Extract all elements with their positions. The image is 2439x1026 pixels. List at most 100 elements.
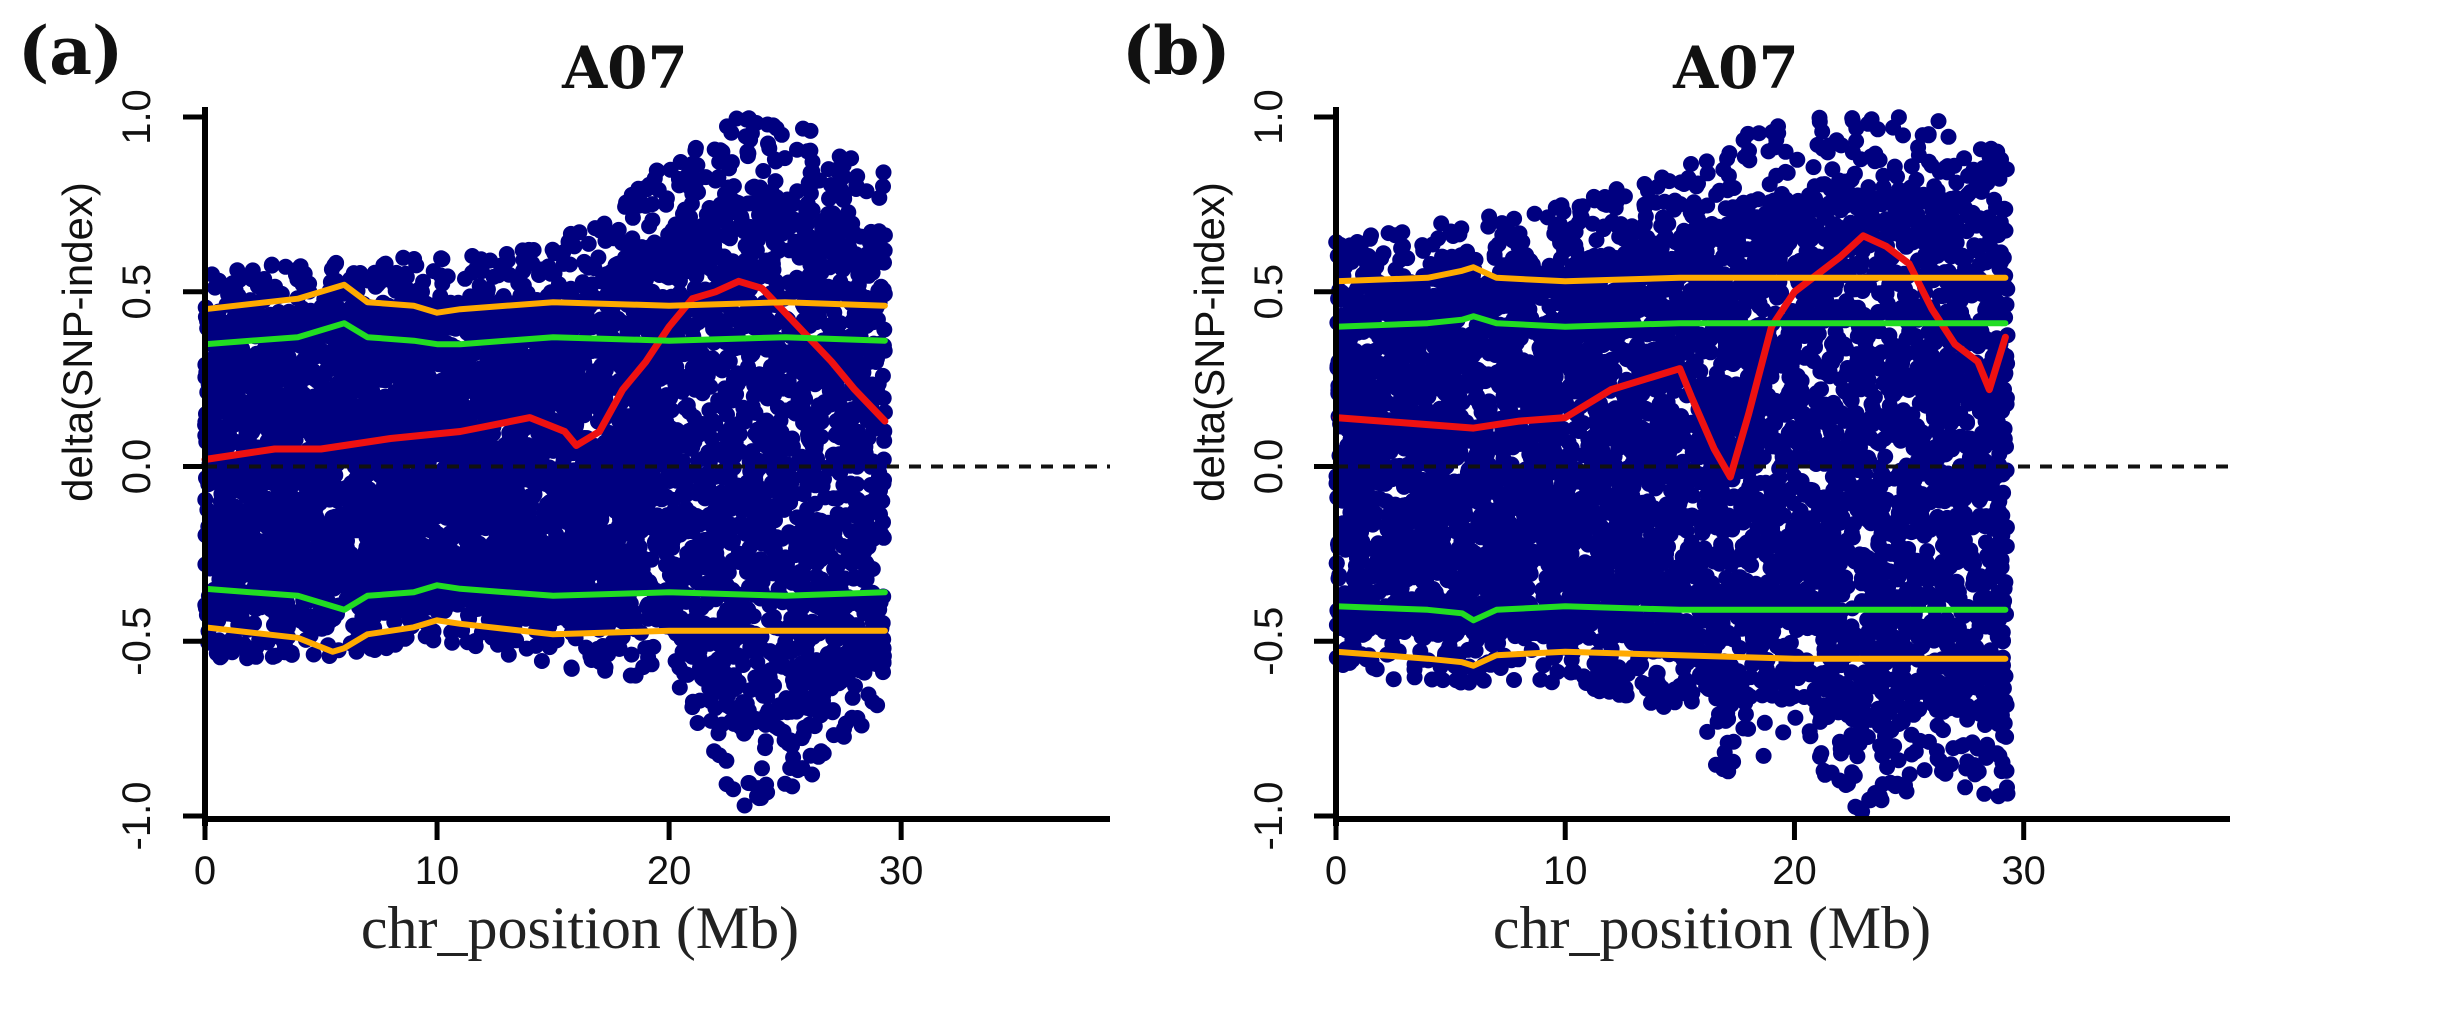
scatter-point xyxy=(876,423,893,440)
scatter-point xyxy=(804,438,821,455)
scatter-point xyxy=(785,354,802,371)
scatter-point xyxy=(371,493,388,510)
scatter-point xyxy=(750,487,766,504)
scatter-point xyxy=(428,550,444,567)
scatter-point xyxy=(479,472,496,489)
scatter-point xyxy=(493,497,510,514)
scatter-point xyxy=(665,347,682,364)
scatter-point xyxy=(522,512,539,529)
scatter-point xyxy=(371,363,388,380)
scatter-point xyxy=(791,564,808,580)
scatter-point xyxy=(712,562,729,579)
x-axis-label-a: chr_position (Mb) xyxy=(361,895,799,961)
scatter-point xyxy=(788,540,804,557)
y-axis-label-a: delta(SNP-index) xyxy=(54,182,101,502)
scatter-point xyxy=(597,381,613,398)
scatter-point xyxy=(458,443,475,460)
scatter-point xyxy=(307,467,324,484)
scatter-point xyxy=(834,611,850,628)
scatter-point xyxy=(502,361,519,378)
scatter-point xyxy=(839,597,856,613)
scatter-point xyxy=(808,568,825,585)
scatter-point xyxy=(545,442,562,459)
scatter-point xyxy=(604,533,621,550)
scatter-point xyxy=(522,471,539,488)
scatter-point xyxy=(746,643,763,660)
scatter-point xyxy=(797,391,814,407)
scatter-point xyxy=(437,438,453,455)
scatter-point xyxy=(813,551,830,568)
scatter-point xyxy=(759,390,776,407)
scatter-point xyxy=(638,485,655,502)
scatter-point xyxy=(798,272,814,289)
scatter-point xyxy=(715,400,732,416)
scatter-point xyxy=(283,381,300,398)
panel-a: (a) A07 delta(SNP-index) chr_position (M… xyxy=(18,12,1110,961)
scatter-point xyxy=(219,494,236,511)
scatter-point xyxy=(745,319,762,336)
scatter-point xyxy=(689,244,706,261)
scatter-point xyxy=(825,446,842,463)
scatter-point xyxy=(468,516,484,533)
scatter-point xyxy=(542,369,559,386)
scatter-point xyxy=(579,510,596,526)
scatter-point xyxy=(540,387,557,404)
scatter-point xyxy=(636,375,653,392)
scatter-point xyxy=(403,449,420,466)
scatter-point xyxy=(781,478,798,495)
scatter-point xyxy=(780,274,797,291)
scatter-point xyxy=(730,545,747,562)
scatter-point xyxy=(620,408,636,425)
scatter-point xyxy=(289,359,306,376)
scatter-point xyxy=(578,373,595,390)
scatter-point xyxy=(551,349,568,366)
scatter-point xyxy=(382,570,399,587)
scatter-point xyxy=(656,368,673,385)
scatter-point xyxy=(826,561,843,578)
scatter-point xyxy=(348,381,365,398)
scatter-point xyxy=(816,399,833,415)
scatter-point xyxy=(858,561,875,577)
scatter-point xyxy=(636,422,653,438)
scatter-point xyxy=(729,518,746,535)
scatter-point xyxy=(461,481,478,498)
scatter-point xyxy=(764,474,780,491)
scatter-point xyxy=(473,502,490,519)
scatter-point xyxy=(784,610,801,626)
scatter-point xyxy=(421,392,438,409)
scatter-point xyxy=(628,531,645,548)
scatter-point xyxy=(666,530,683,547)
scatter-point xyxy=(846,503,863,520)
panel-label-a: (a) xyxy=(18,12,123,90)
scatter-point xyxy=(753,571,770,588)
scatter-point xyxy=(480,441,497,458)
scatter-point xyxy=(865,314,882,331)
scatter-point xyxy=(695,510,712,527)
scatter-point xyxy=(722,602,738,618)
scatter-point xyxy=(743,260,760,277)
chart-title-a: A07 xyxy=(561,34,688,102)
scatter-point xyxy=(717,448,733,465)
scatter-point xyxy=(237,471,254,488)
scatter-point xyxy=(766,541,783,558)
scatter-point xyxy=(552,511,569,527)
scatter-point xyxy=(239,526,256,543)
scatter-point xyxy=(427,374,444,391)
scatter-point xyxy=(348,476,365,493)
scatter-point xyxy=(675,437,692,454)
scatter-point xyxy=(326,555,343,572)
scatter-point xyxy=(542,478,559,495)
scatter-point xyxy=(847,434,864,450)
scatter-point xyxy=(484,541,501,558)
scatter-point xyxy=(737,237,754,254)
scatter-point xyxy=(710,636,727,653)
scatter-point xyxy=(781,642,798,659)
scatter-point xyxy=(759,437,776,454)
scatter-point xyxy=(811,599,828,616)
scatter-point xyxy=(564,522,581,539)
scatter-points-a xyxy=(197,110,893,814)
scatter-point xyxy=(398,483,415,500)
scatter-point xyxy=(618,440,635,457)
scatter-point xyxy=(307,368,324,384)
scatter-point xyxy=(872,455,889,472)
